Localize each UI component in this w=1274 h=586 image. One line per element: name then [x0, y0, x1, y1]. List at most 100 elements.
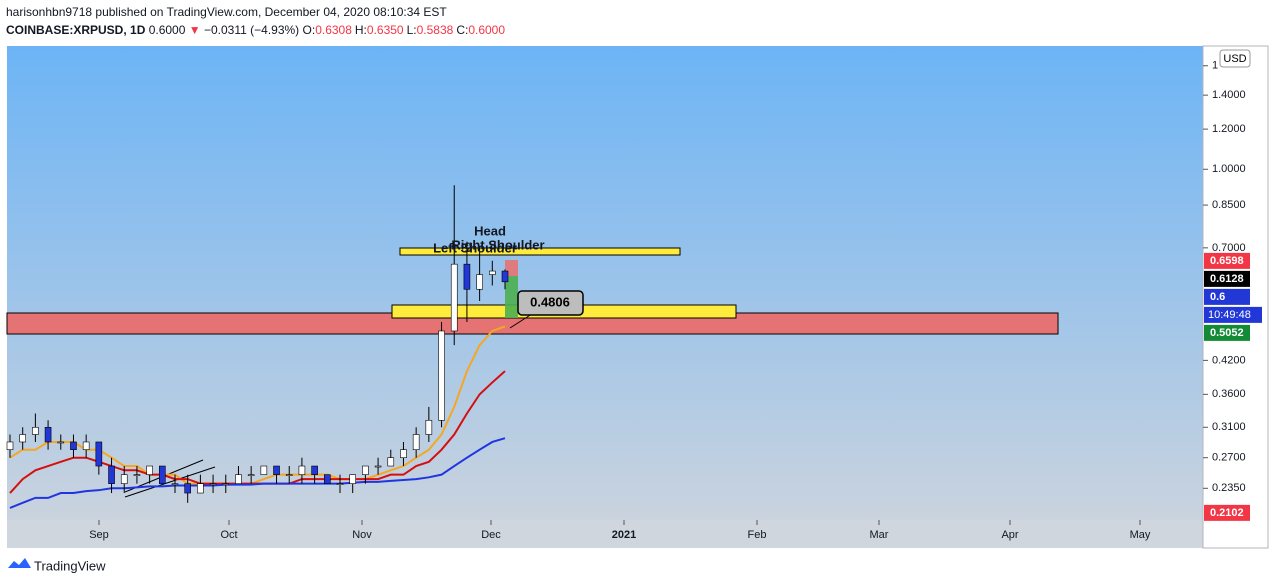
candle-body — [146, 465, 153, 475]
y-tick-label: 0.3600 — [1212, 388, 1246, 400]
y-tick-label: 0.8500 — [1212, 199, 1246, 211]
candle-body — [336, 483, 344, 485]
candle-body — [489, 270, 496, 275]
price-tag-label: 0.6 — [1210, 291, 1225, 303]
price-tag — [1204, 324, 1250, 341]
candle-body — [247, 474, 255, 476]
y-tick-label: 0.3100 — [1212, 421, 1246, 433]
candle-body — [222, 483, 230, 485]
candle-body — [32, 426, 39, 435]
candle-body — [476, 274, 483, 290]
head-label: Head — [474, 223, 506, 238]
candle-body — [235, 474, 242, 484]
price-tag-label: 0.6598 — [1210, 255, 1244, 267]
price-tag — [1204, 288, 1250, 305]
currency: USD — [1223, 53, 1246, 65]
logo — [8, 558, 31, 568]
candle-body — [95, 441, 103, 467]
y-tick-label: 0.2700 — [1212, 452, 1246, 464]
last: 0.6000 — [148, 23, 186, 37]
candle-body — [171, 483, 179, 485]
moving-average — [9, 437, 506, 509]
y-tick-label: 0.2350 — [1212, 482, 1246, 494]
left-shoulder-label: Left Shoulder — [433, 240, 517, 255]
arrow: ▼ — [188, 23, 201, 37]
price-tag — [1204, 270, 1250, 287]
ohlc-key: O: — [302, 23, 316, 37]
ohlc-value: 0.6000 — [468, 23, 506, 37]
candle-body — [362, 465, 369, 475]
candle-body — [108, 465, 115, 484]
ohlc-key: C: — [456, 23, 469, 37]
x-tick-label: Sep — [89, 529, 109, 541]
candle-body — [438, 330, 445, 421]
y-tick-label: 1.0000 — [1212, 163, 1246, 175]
y-tick-label: 1.4000 — [1212, 89, 1246, 101]
plot-background — [7, 46, 1203, 520]
y-tick-label: 0.4200 — [1212, 354, 1246, 366]
publisher: harisonhbn9718 published on TradingView.… — [6, 5, 447, 19]
candle-body — [311, 465, 318, 475]
target-zone — [505, 276, 518, 318]
candle-body — [285, 474, 293, 476]
candle-body — [197, 483, 204, 494]
trend-line — [124, 466, 216, 498]
change: −0.0311 (−4.93%) — [203, 23, 300, 37]
candle-body — [82, 441, 90, 451]
candle-body — [374, 465, 382, 468]
price-tag — [1204, 252, 1250, 269]
price-tag-label: 0.2102 — [1210, 507, 1244, 519]
right-shoulder-label: Right Shoulder — [451, 237, 544, 252]
x-tick-label: May — [1130, 529, 1151, 541]
candle-body — [133, 474, 141, 476]
candle-body — [273, 465, 280, 475]
timer-tag — [1204, 306, 1262, 323]
candle-body — [387, 457, 395, 467]
x-tick-label: Nov — [352, 529, 372, 541]
x-tick-label: 2021 — [612, 529, 636, 541]
x-tick-label: Mar — [870, 529, 889, 541]
candle-body — [184, 483, 191, 494]
candle-body — [450, 263, 458, 332]
candle-body — [298, 465, 306, 475]
y-tick-label: 0.7000 — [1212, 242, 1246, 254]
timer: 10:49:48 — [1208, 309, 1251, 321]
top-box — [399, 247, 681, 256]
candle-body — [501, 270, 509, 283]
ohlc: O:0.6308 H:0.6350 L:0.5838 C:0.6000 — [303, 23, 509, 37]
candle-body — [349, 474, 356, 484]
candle-body — [463, 263, 471, 290]
symbol: COINBASE:XRPUSD, 1D — [6, 23, 146, 37]
x-tick-label: Dec — [481, 529, 501, 541]
candle-body — [400, 449, 407, 459]
candle-body — [44, 426, 52, 443]
candle-body — [19, 434, 26, 443]
ohlc-value: 0.5838 — [416, 23, 454, 37]
callout: 0.4806 — [530, 294, 570, 309]
candle-body — [6, 441, 14, 451]
price-tag-label: 0.6128 — [1210, 273, 1244, 285]
candle-body — [412, 434, 420, 451]
x-tick-label: Feb — [748, 529, 767, 541]
ohlc-key: H: — [354, 23, 367, 37]
ohlc-value: 0.6350 — [366, 23, 404, 37]
currency-button[interactable] — [1219, 49, 1251, 68]
candle-body — [425, 419, 433, 435]
symbol-line: COINBASE:XRPUSD, 1D 0.6000 ▼ −0.0311 (−4… — [6, 23, 508, 37]
moving-average — [9, 325, 506, 485]
y-tick-label: 1 — [1212, 60, 1218, 72]
x-tick-label: Apr — [1001, 529, 1018, 541]
price-tag — [1204, 504, 1250, 521]
candle-body — [57, 441, 65, 444]
price-tag-label: 0.5052 — [1210, 327, 1244, 339]
candle-body — [70, 441, 77, 451]
x-tick-label: Oct — [220, 529, 237, 541]
callout-box — [517, 290, 584, 316]
time-axis — [7, 520, 1203, 548]
candle-body — [159, 465, 166, 484]
brand: TradingView — [34, 558, 106, 573]
candle-body — [209, 483, 217, 485]
y-tick-label: 1.2000 — [1212, 123, 1246, 135]
